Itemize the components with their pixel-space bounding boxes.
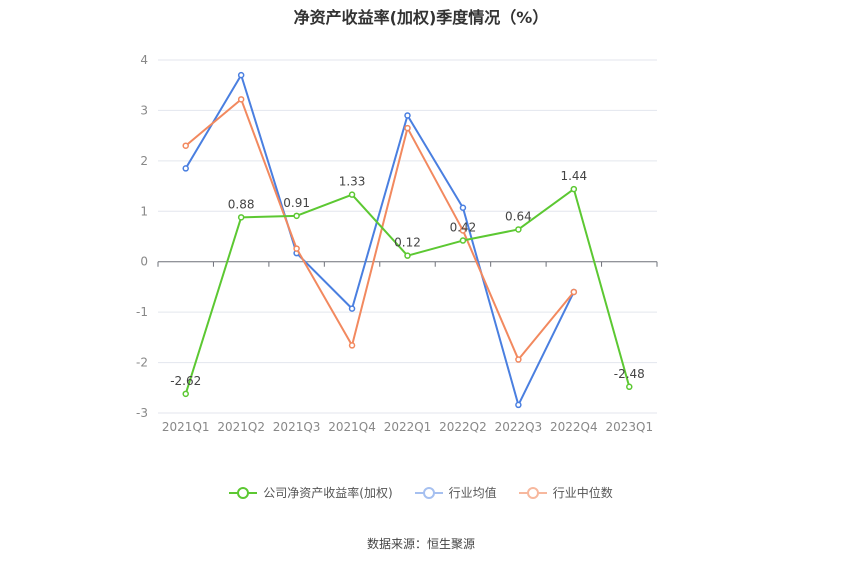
data-point bbox=[515, 356, 522, 363]
data-point bbox=[348, 342, 356, 349]
x-tick-label: 2022Q4 bbox=[550, 420, 598, 434]
data-point bbox=[515, 401, 522, 409]
x-tick-label: 2021Q2 bbox=[217, 420, 265, 434]
data-point bbox=[182, 142, 189, 149]
data-label: -2.48 bbox=[614, 367, 645, 381]
data-label: 0.12 bbox=[394, 236, 421, 250]
axes: -3 -2 -1 0 1 2 3 4 2021Q1 2021Q2 2021Q3 2021Q4 2022Q… bbox=[136, 53, 658, 434]
data-label: 0.64 bbox=[505, 209, 532, 223]
x-tick-label: 2023Q1 bbox=[605, 420, 653, 434]
data-point bbox=[459, 227, 467, 234]
y-tick-label: 1 bbox=[140, 204, 148, 218]
data-point bbox=[293, 245, 300, 252]
data-source: 数据来源：恒生聚源 bbox=[366, 537, 475, 551]
data-label: 1.44 bbox=[560, 169, 587, 183]
x-tick-label: 2021Q1 bbox=[162, 420, 210, 434]
data-point bbox=[348, 305, 356, 312]
data-point bbox=[237, 96, 245, 103]
x-tick-label: 2022Q1 bbox=[384, 420, 432, 434]
data-label: 0.42 bbox=[450, 221, 477, 235]
data-point bbox=[404, 124, 411, 132]
data-point bbox=[570, 288, 578, 296]
y-tick-label: -2 bbox=[136, 356, 148, 370]
x-tick-label: 2021Q3 bbox=[273, 420, 321, 434]
x-tick-label: 2022Q3 bbox=[495, 420, 543, 434]
data-point bbox=[182, 390, 189, 398]
data-point bbox=[404, 252, 411, 259]
legend-swatch-industry-median bbox=[518, 486, 547, 500]
legend-swatch-industry-mean bbox=[414, 486, 443, 500]
data-point bbox=[237, 71, 245, 79]
legend: 公司净资产收益率(加权) 行业均值 行业中位数 bbox=[0, 484, 842, 501]
y-tick-label: -1 bbox=[136, 305, 148, 319]
data-labels: -2.62 0.88 0.91 1.33 0.12 0.42 0.64 1.44 -2.48 bbox=[170, 169, 645, 388]
data-point bbox=[459, 237, 467, 244]
chart-title: 净资产收益率(加权)季度情况（%） bbox=[293, 8, 549, 27]
grid-lines bbox=[158, 59, 657, 414]
y-tick-label: 2 bbox=[140, 154, 148, 168]
legend-item-industry-mean[interactable]: 行业均值 bbox=[414, 484, 497, 501]
data-point bbox=[237, 214, 245, 221]
data-point bbox=[459, 204, 467, 212]
data-label: 1.33 bbox=[339, 175, 366, 189]
legend-label-industry-mean: 行业均值 bbox=[448, 486, 497, 500]
line-chart: -3 -2 -1 0 1 2 3 4 2021Q1 2021Q2 2021Q3 2021Q4 2022Q… bbox=[136, 53, 658, 434]
data-point bbox=[515, 226, 522, 233]
legend-item-company[interactable]: 公司净资产收益率(加权) bbox=[229, 484, 393, 501]
data-label: -2.62 bbox=[170, 374, 201, 388]
legend-item-industry-median[interactable]: 行业中位数 bbox=[518, 484, 613, 501]
y-tick-label: 4 bbox=[140, 53, 148, 67]
y-tick-label: 3 bbox=[140, 103, 148, 117]
data-point bbox=[293, 212, 300, 220]
x-tick-label: 2021Q4 bbox=[328, 420, 376, 434]
data-point bbox=[348, 191, 356, 198]
data-label: 0.88 bbox=[228, 197, 255, 211]
data-point bbox=[404, 112, 411, 119]
series-line bbox=[184, 188, 631, 395]
data-point bbox=[570, 185, 578, 193]
x-tick-label: 2022Q2 bbox=[439, 420, 487, 434]
data-point bbox=[182, 165, 189, 172]
y-tick-label: 0 bbox=[140, 255, 148, 269]
data-label: 0.91 bbox=[283, 196, 310, 210]
series-line bbox=[185, 98, 575, 361]
series-lines bbox=[182, 71, 633, 409]
series-line bbox=[184, 74, 575, 406]
legend-swatch-company bbox=[229, 486, 258, 500]
legend-label-industry-median: 行业中位数 bbox=[552, 486, 613, 500]
legend-label-company: 公司净资产收益率(加权) bbox=[263, 486, 393, 500]
data-point bbox=[626, 383, 633, 391]
y-tick-label: -3 bbox=[136, 406, 148, 420]
